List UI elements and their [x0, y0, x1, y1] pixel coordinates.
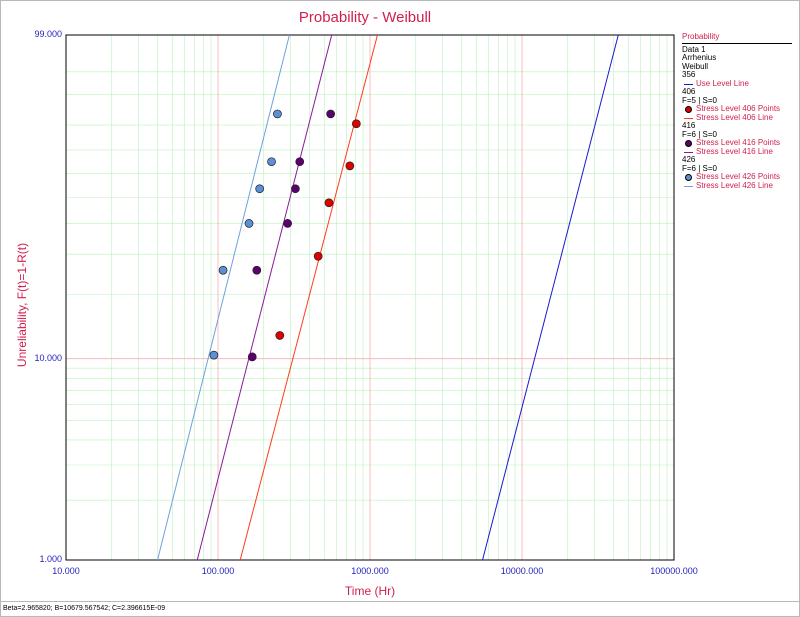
- legend-line-426: Stress Level 426 Line: [682, 180, 792, 191]
- legend-points-416: Stress Level 416 Points: [682, 138, 792, 148]
- x-axis-label: Time (Hr): [344, 584, 396, 598]
- data-point: [244, 219, 254, 228]
- data-point: [218, 265, 228, 275]
- points-406-swatch: [685, 106, 692, 113]
- series-line: [482, 35, 619, 560]
- data-point: [252, 265, 262, 275]
- data-point: [255, 184, 265, 194]
- y-tick-label: 1.000: [39, 554, 62, 564]
- points-416-swatch: [685, 140, 692, 147]
- x-tick-label: 10000.000: [500, 566, 544, 576]
- data-point: [324, 198, 334, 208]
- data-point: [326, 109, 336, 119]
- status-bar-parameters: Beta=2.965820; B=10679.567542; C=2.39661…: [0, 601, 799, 616]
- use-level-line-swatch: [684, 83, 693, 85]
- y-axis-label: Unreliability, F(t)=1-R(t): [15, 242, 29, 368]
- legend-title: Probability: [682, 32, 792, 44]
- data-point: [313, 251, 323, 261]
- data-point: [295, 157, 305, 167]
- legend-data-name: Data 1: [682, 44, 706, 54]
- legend-stress-426: 426: [682, 155, 696, 164]
- data-point: [273, 109, 282, 119]
- legend-line-416: Stress Level 416 Line: [682, 146, 792, 157]
- legend-line-406: Stress Level 406 Line: [682, 112, 792, 123]
- legend-entry-label: Stress Level 416 Line: [696, 146, 773, 156]
- line-416-swatch: [684, 151, 693, 153]
- data-point: [345, 161, 355, 171]
- legend-counts-426: F=6 | S=0: [682, 163, 717, 173]
- line-426-swatch: [684, 185, 693, 187]
- plot-area: [65, 34, 675, 561]
- legend-entry-label: Use Level Line: [696, 78, 749, 88]
- legend-points-426: Stress Level 426 Points: [682, 172, 792, 182]
- chart-title: Probability - Weibull: [298, 9, 432, 26]
- y-tick-label: 10.000: [34, 352, 62, 363]
- x-tick-label: 1000.000: [351, 566, 389, 576]
- data-point: [351, 119, 361, 129]
- legend-stress-416: 416: [682, 121, 696, 130]
- x-tick-label: 100000.000: [650, 566, 698, 576]
- series-line: [156, 35, 290, 560]
- legend-entry-label: Stress Level 406 Points: [696, 104, 781, 113]
- legend-stress-406: 406: [682, 87, 696, 96]
- data-point: [247, 352, 257, 362]
- legend-points-406: Stress Level 406 Points: [682, 104, 792, 114]
- line-406-swatch: [684, 117, 693, 119]
- data-point: [267, 157, 276, 167]
- data-point: [209, 350, 219, 360]
- legend-model: Arrhenius: [682, 53, 717, 62]
- plot-border: [65, 34, 675, 561]
- legend: Probability Data 1 Arrhenius Weibull 356…: [682, 32, 792, 191]
- series-line: [196, 35, 333, 560]
- data-point: [283, 219, 292, 228]
- legend-counts-406: F=5 | S=0: [682, 95, 717, 105]
- legend-entry-label: Stress Level 416 Points: [696, 138, 781, 147]
- legend-entry-label: Stress Level 426 Line: [696, 180, 773, 190]
- x-tick-label: 10.000: [52, 566, 80, 576]
- y-tick-label: 99.000: [34, 29, 62, 39]
- legend-distribution: Weibull: [682, 61, 709, 71]
- legend-use-level-line: Use Level Line: [682, 78, 792, 89]
- legend-entry-label: Stress Level 406 Line: [696, 112, 773, 122]
- legend-counts-416: F=6 | S=0: [682, 129, 717, 139]
- data-point: [275, 331, 285, 340]
- legend-use-stress: 356: [682, 70, 696, 79]
- series-line: [239, 35, 378, 560]
- points-426-swatch: [685, 174, 692, 181]
- legend-entry-label: Stress Level 426 Points: [696, 172, 781, 181]
- x-tick-label: 100.000: [201, 566, 235, 576]
- data-point: [291, 184, 300, 194]
